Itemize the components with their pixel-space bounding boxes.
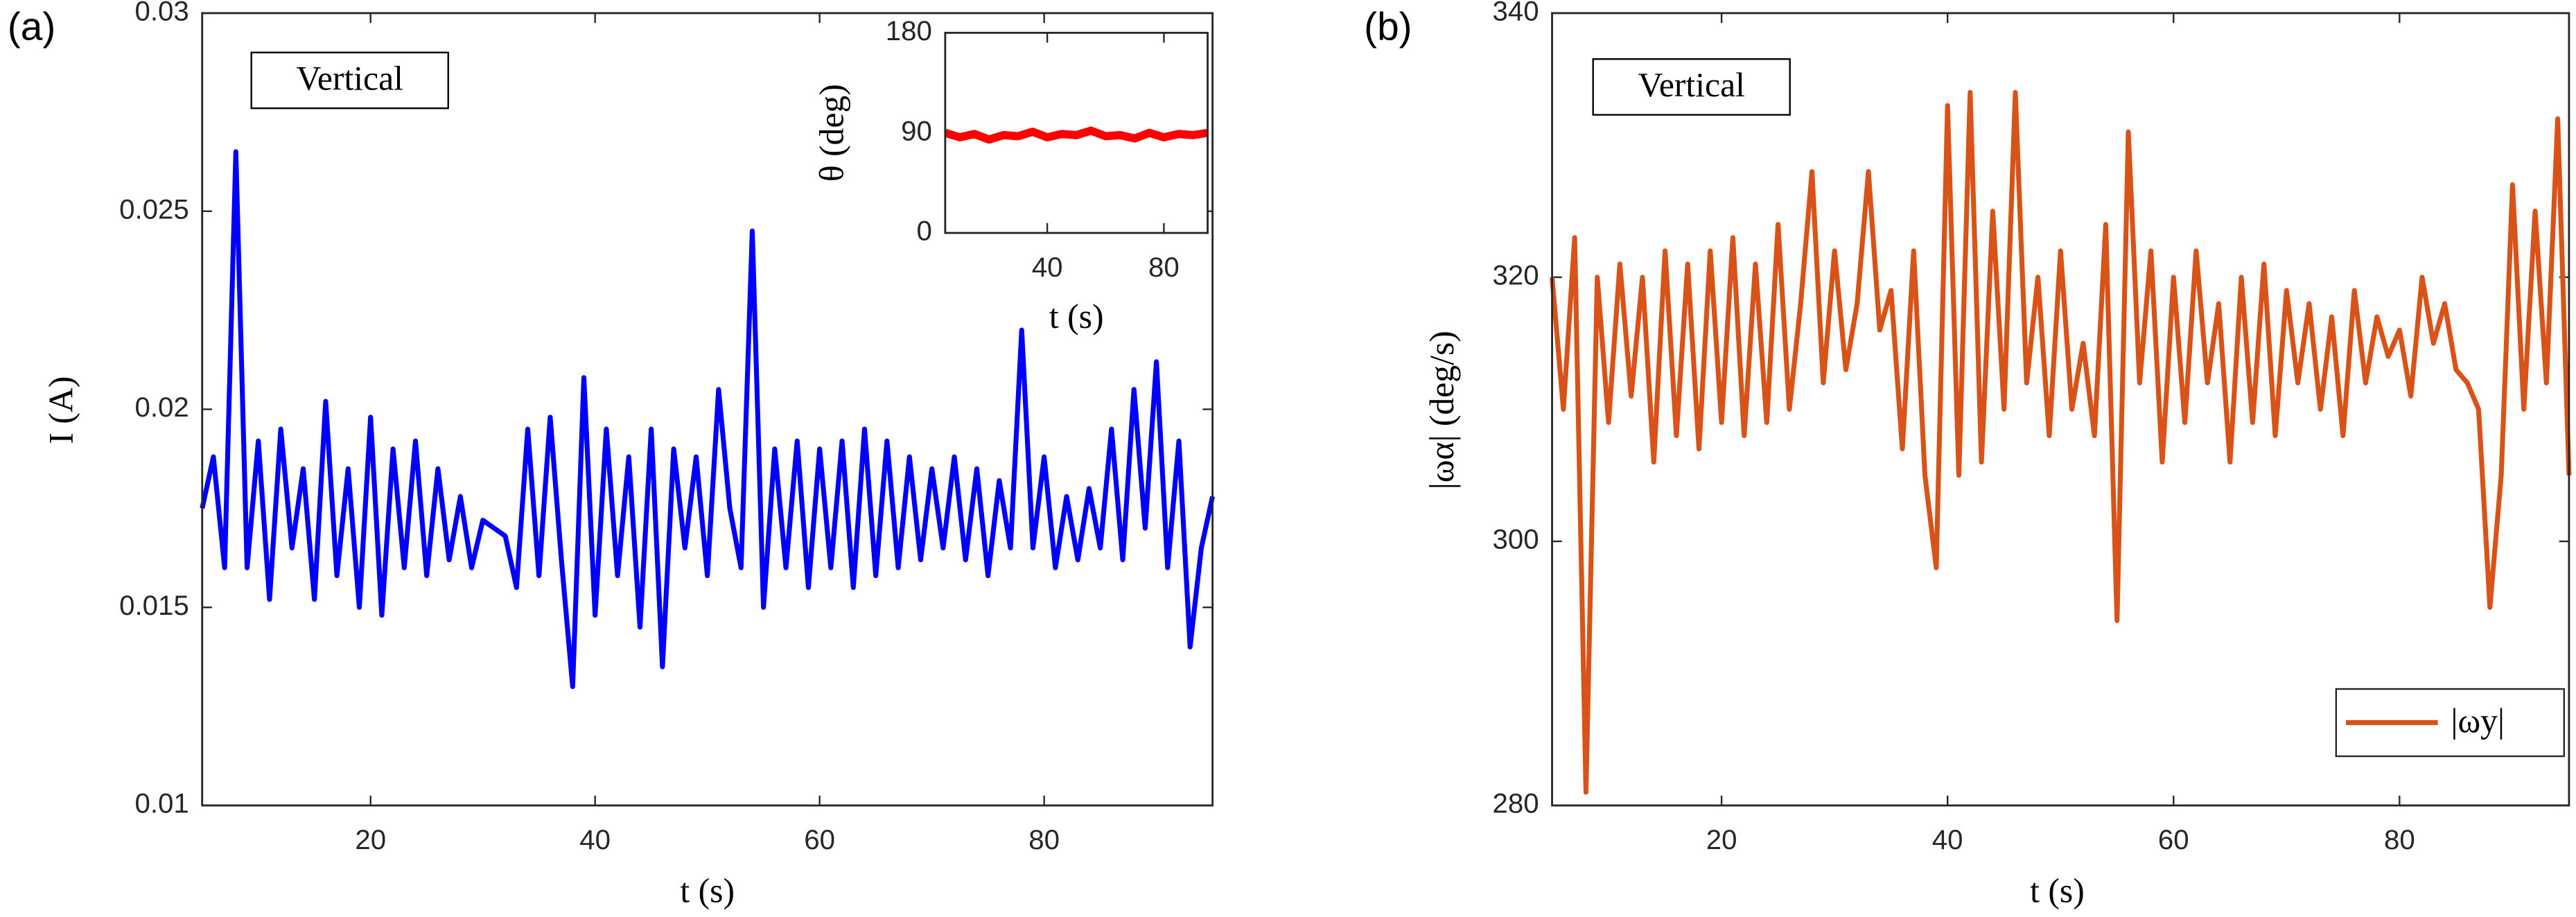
- y-tick-label: 0.01: [135, 788, 189, 819]
- axes-box: [201, 12, 1214, 807]
- x-tick-label: 20: [1706, 824, 1737, 855]
- y-tick-label: 0: [917, 216, 932, 247]
- y-axis-label: |ωα| (deg/s): [1423, 331, 1461, 489]
- x-tick-label: 80: [1028, 824, 1060, 855]
- axes-box: [1551, 12, 2570, 807]
- y-axis-label: I (A): [42, 376, 80, 444]
- y-tick-label: 90: [901, 115, 932, 146]
- plot-area: [1552, 12, 2569, 806]
- x-tick-label: 20: [355, 824, 386, 855]
- panel-label: (b): [1364, 6, 1412, 49]
- annotation: Vertical: [1638, 66, 1745, 104]
- y-tick-label: 0.015: [119, 590, 189, 621]
- annotation-box: [250, 51, 449, 110]
- x-axis-label: t (s): [1049, 297, 1104, 335]
- annotation-box: [1592, 58, 1791, 116]
- x-tick-label: 60: [804, 824, 835, 855]
- y-tick-label: 0.025: [119, 193, 189, 225]
- data-line: [200, 149, 1216, 690]
- x-axis-label: t (s): [680, 871, 735, 909]
- data-line: [1550, 89, 2572, 795]
- x-tick-label: 80: [2384, 824, 2415, 855]
- y-tick-label: 340: [1492, 0, 1539, 27]
- y-tick-label: 280: [1492, 788, 1539, 819]
- legend-label: |ωy|: [2451, 701, 2505, 740]
- x-tick-label: 40: [1932, 824, 1963, 855]
- y-tick-label: 0.02: [135, 392, 189, 423]
- annotation: Vertical: [296, 60, 403, 98]
- y-tick-label: 320: [1492, 260, 1539, 291]
- x-tick-label: 40: [1032, 252, 1063, 283]
- y-tick-label: 300: [1492, 524, 1539, 555]
- y-tick-label: 180: [886, 15, 932, 46]
- x-tick-label: 40: [579, 824, 611, 855]
- axes-box: [944, 31, 1209, 234]
- panel-label: (a): [8, 6, 55, 49]
- y-tick-label: 0.03: [135, 0, 189, 27]
- data-line: [944, 126, 1209, 144]
- x-tick-label: 80: [1148, 252, 1180, 283]
- x-axis-label: t (s): [2030, 871, 2085, 909]
- x-tick-label: 60: [2158, 824, 2189, 855]
- y-axis-label: θ (deg): [813, 84, 851, 182]
